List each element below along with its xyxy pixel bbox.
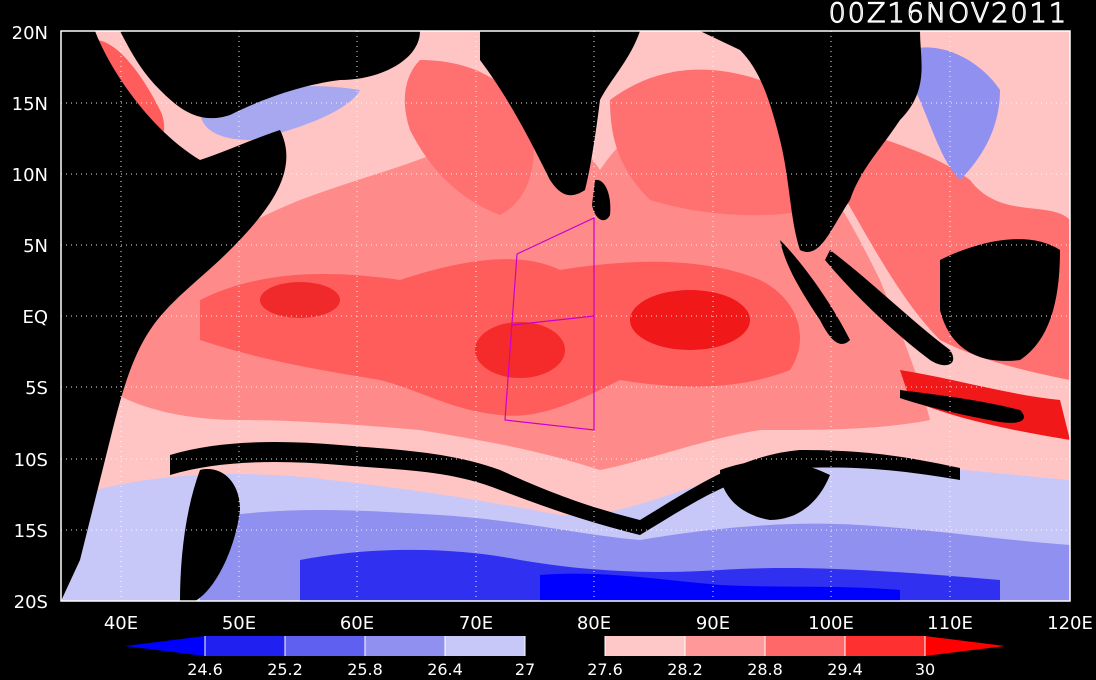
lon-label: 60E (340, 613, 374, 634)
longitude-labels: 40E 50E 60E 70E 80E 90E 100E 110E 120E (104, 613, 1093, 634)
colorbar-tick-label: 24.6 (187, 660, 223, 679)
colorbar-tick-label: 27.6 (587, 660, 623, 679)
colorbar-tick-label: 29.4 (827, 660, 863, 679)
lat-label: EQ (22, 307, 48, 328)
lat-label: 20S (14, 592, 48, 613)
colorbar-cell (365, 636, 445, 656)
colorbar-cell (605, 636, 685, 656)
colorbar-cell (205, 636, 285, 656)
map-frame (60, 30, 1071, 602)
colorbar-tick-label: 28.8 (747, 660, 783, 679)
lon-label: 90E (696, 613, 730, 634)
colorbar-cell (765, 636, 845, 656)
lon-label: 40E (104, 613, 138, 634)
land-sumatra (825, 250, 954, 366)
lon-label: 70E (459, 613, 493, 634)
hot-spot-east (630, 290, 750, 350)
land-africa (61, 31, 287, 601)
cool-gulf-thailand (910, 47, 1000, 180)
map-timestamp-title: 00Z16NOV2011 (828, 0, 1068, 30)
hot-spot-central (475, 322, 565, 378)
colorbar-cell (845, 636, 925, 656)
land-arabia (120, 31, 420, 119)
warm-arabian-sea (404, 60, 534, 215)
colorbar-cell (525, 636, 605, 656)
colorbar-tick-label: 27 (515, 660, 535, 679)
lat-label: 10N (12, 165, 48, 186)
colorbar-cell (445, 636, 525, 656)
land-indochina (700, 31, 922, 252)
lon-label: 50E (222, 613, 256, 634)
colorbar-tick-label: 28.2 (667, 660, 703, 679)
analysis-box (504, 217, 595, 431)
colorbar-tick-label: 26.4 (427, 660, 463, 679)
colorbar-tick-label: 25.2 (267, 660, 303, 679)
lat-label: 10S (14, 450, 48, 471)
colorbar-high-arrow (925, 636, 1005, 656)
coldest-band (540, 573, 900, 601)
land-india (480, 31, 640, 196)
latitude-labels: 20N 15N 10N 5N EQ 5S 10S 15S 20S (12, 23, 48, 613)
lat-label: 5N (23, 236, 48, 257)
lon-label: 80E (577, 613, 611, 634)
lat-label: 15S (14, 521, 48, 542)
lon-label: 100E (808, 613, 854, 634)
colorbar-tick-label: 30 (915, 660, 935, 679)
land-borneo (940, 239, 1060, 361)
map-plot-area (61, 31, 1070, 601)
land-madagascar (180, 469, 240, 601)
lat-label: 5S (25, 378, 48, 399)
lat-label: 15N (12, 94, 48, 115)
lat-label: 20N (12, 23, 48, 44)
land-sri-lanka (592, 179, 611, 221)
colorbar: 24.6 25.2 25.8 26.4 27 27.6 28.2 28.8 29… (125, 636, 1005, 679)
land-australia (720, 460, 830, 520)
colorbar-tick-label: 25.8 (347, 660, 383, 679)
hot-spot-west (260, 282, 340, 318)
colorbar-cell (685, 636, 765, 656)
land-java (900, 390, 1024, 423)
colorbar-low-arrow (125, 636, 205, 656)
lon-label: 120E (1047, 613, 1093, 634)
warm-bay-bengal (610, 69, 810, 216)
land-malay-peninsula (780, 240, 850, 344)
colorbar-cell (285, 636, 365, 656)
lon-label: 110E (927, 613, 973, 634)
